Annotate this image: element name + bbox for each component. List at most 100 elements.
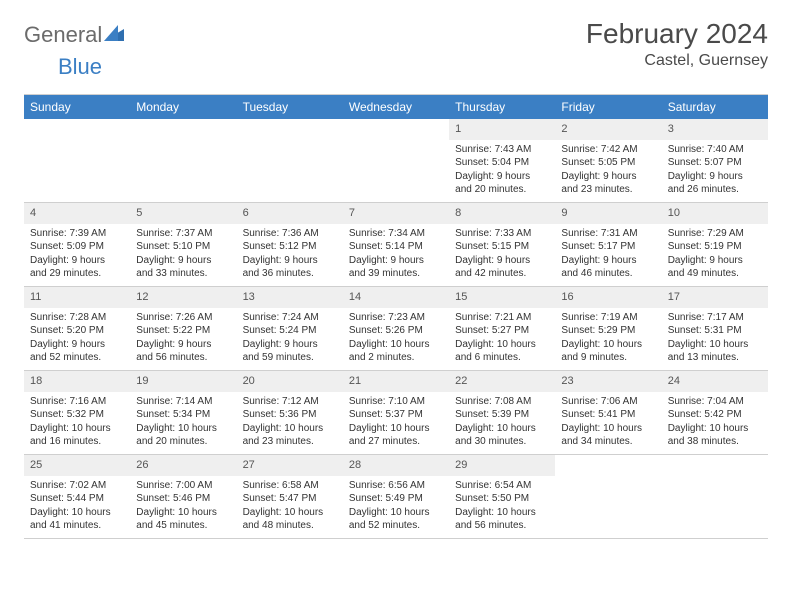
cell-body: Sunrise: 7:16 AMSunset: 5:32 PMDaylight:… (24, 392, 130, 453)
cell-body: Sunrise: 7:34 AMSunset: 5:14 PMDaylight:… (343, 224, 449, 285)
sunset-line: Sunset: 5:41 PM (561, 408, 655, 422)
calendar-cell-empty (343, 119, 449, 203)
d2-line: and 27 minutes. (349, 435, 443, 449)
d1-line: Daylight: 9 hours (30, 254, 124, 268)
day-number: 9 (555, 203, 661, 224)
day-number: 20 (237, 371, 343, 392)
sunset-line: Sunset: 5:49 PM (349, 492, 443, 506)
cell-body: Sunrise: 7:29 AMSunset: 5:19 PMDaylight:… (662, 224, 768, 285)
d1-line: Daylight: 10 hours (349, 338, 443, 352)
sunrise-line: Sunrise: 7:19 AM (561, 311, 655, 325)
sunrise-line: Sunrise: 7:02 AM (30, 479, 124, 493)
sunset-line: Sunset: 5:05 PM (561, 156, 655, 170)
d2-line: and 46 minutes. (561, 267, 655, 281)
sunrise-line: Sunrise: 7:36 AM (243, 227, 337, 241)
sunset-line: Sunset: 5:42 PM (668, 408, 762, 422)
d2-line: and 29 minutes. (30, 267, 124, 281)
sunset-line: Sunset: 5:07 PM (668, 156, 762, 170)
d1-line: Daylight: 9 hours (349, 254, 443, 268)
d1-line: Daylight: 10 hours (136, 422, 230, 436)
calendar-cell: 26Sunrise: 7:00 AMSunset: 5:46 PMDayligh… (130, 455, 236, 539)
month-title: February 2024 (586, 18, 768, 50)
calendar-cell-empty (24, 119, 130, 203)
d1-line: Daylight: 9 hours (668, 170, 762, 184)
day-header: Tuesday (237, 95, 343, 119)
sunrise-line: Sunrise: 6:58 AM (243, 479, 337, 493)
calendar-cell: 4Sunrise: 7:39 AMSunset: 5:09 PMDaylight… (24, 203, 130, 287)
cell-body: Sunrise: 6:58 AMSunset: 5:47 PMDaylight:… (237, 476, 343, 537)
day-number: 21 (343, 371, 449, 392)
day-number: 18 (24, 371, 130, 392)
day-number: 11 (24, 287, 130, 308)
cell-body: Sunrise: 7:08 AMSunset: 5:39 PMDaylight:… (449, 392, 555, 453)
day-header: Friday (555, 95, 661, 119)
day-number: 10 (662, 203, 768, 224)
d2-line: and 49 minutes. (668, 267, 762, 281)
d1-line: Daylight: 9 hours (455, 254, 549, 268)
cell-body: Sunrise: 7:00 AMSunset: 5:46 PMDaylight:… (130, 476, 236, 537)
calendar-cell: 22Sunrise: 7:08 AMSunset: 5:39 PMDayligh… (449, 371, 555, 455)
cell-body: Sunrise: 7:40 AMSunset: 5:07 PMDaylight:… (662, 140, 768, 201)
d1-line: Daylight: 10 hours (136, 506, 230, 520)
d2-line: and 45 minutes. (136, 519, 230, 533)
d1-line: Daylight: 10 hours (668, 422, 762, 436)
logo-text-general: General (24, 22, 102, 48)
d2-line: and 23 minutes. (561, 183, 655, 197)
cell-body: Sunrise: 6:54 AMSunset: 5:50 PMDaylight:… (449, 476, 555, 537)
cell-body: Sunrise: 7:21 AMSunset: 5:27 PMDaylight:… (449, 308, 555, 369)
d1-line: Daylight: 9 hours (243, 254, 337, 268)
day-number: 29 (449, 455, 555, 476)
sunset-line: Sunset: 5:39 PM (455, 408, 549, 422)
sunset-line: Sunset: 5:10 PM (136, 240, 230, 254)
sunset-line: Sunset: 5:15 PM (455, 240, 549, 254)
d2-line: and 16 minutes. (30, 435, 124, 449)
day-number: 6 (237, 203, 343, 224)
cell-body: Sunrise: 7:43 AMSunset: 5:04 PMDaylight:… (449, 140, 555, 201)
d1-line: Daylight: 9 hours (455, 170, 549, 184)
sunset-line: Sunset: 5:34 PM (136, 408, 230, 422)
calendar-cell-empty (130, 119, 236, 203)
day-number: 19 (130, 371, 236, 392)
sunrise-line: Sunrise: 7:34 AM (349, 227, 443, 241)
logo-text-blue: Blue (58, 54, 102, 79)
day-number: 23 (555, 371, 661, 392)
sunrise-line: Sunrise: 7:43 AM (455, 143, 549, 157)
d1-line: Daylight: 9 hours (30, 338, 124, 352)
calendar-cell: 16Sunrise: 7:19 AMSunset: 5:29 PMDayligh… (555, 287, 661, 371)
calendar-cell: 20Sunrise: 7:12 AMSunset: 5:36 PMDayligh… (237, 371, 343, 455)
cell-body: Sunrise: 7:19 AMSunset: 5:29 PMDaylight:… (555, 308, 661, 369)
cell-body: Sunrise: 7:02 AMSunset: 5:44 PMDaylight:… (24, 476, 130, 537)
sunrise-line: Sunrise: 7:04 AM (668, 395, 762, 409)
day-header: Saturday (662, 95, 768, 119)
d2-line: and 20 minutes. (136, 435, 230, 449)
d1-line: Daylight: 9 hours (668, 254, 762, 268)
day-header: Thursday (449, 95, 555, 119)
cell-body: Sunrise: 7:23 AMSunset: 5:26 PMDaylight:… (343, 308, 449, 369)
sunrise-line: Sunrise: 7:24 AM (243, 311, 337, 325)
day-number: 7 (343, 203, 449, 224)
calendar-cell: 7Sunrise: 7:34 AMSunset: 5:14 PMDaylight… (343, 203, 449, 287)
cell-body: Sunrise: 7:26 AMSunset: 5:22 PMDaylight:… (130, 308, 236, 369)
d1-line: Daylight: 10 hours (30, 506, 124, 520)
page-header: General February 2024 Castel, Guernsey (24, 18, 768, 70)
calendar-cell: 17Sunrise: 7:17 AMSunset: 5:31 PMDayligh… (662, 287, 768, 371)
sunset-line: Sunset: 5:24 PM (243, 324, 337, 338)
sunrise-line: Sunrise: 7:17 AM (668, 311, 762, 325)
day-number: 12 (130, 287, 236, 308)
day-number: 1 (449, 119, 555, 140)
d2-line: and 30 minutes. (455, 435, 549, 449)
calendar-cell: 18Sunrise: 7:16 AMSunset: 5:32 PMDayligh… (24, 371, 130, 455)
d1-line: Daylight: 10 hours (243, 506, 337, 520)
sunrise-line: Sunrise: 7:39 AM (30, 227, 124, 241)
calendar-cell: 12Sunrise: 7:26 AMSunset: 5:22 PMDayligh… (130, 287, 236, 371)
day-number: 27 (237, 455, 343, 476)
sunset-line: Sunset: 5:17 PM (561, 240, 655, 254)
cell-body: Sunrise: 7:36 AMSunset: 5:12 PMDaylight:… (237, 224, 343, 285)
sunrise-line: Sunrise: 7:12 AM (243, 395, 337, 409)
d1-line: Daylight: 10 hours (561, 422, 655, 436)
d1-line: Daylight: 9 hours (136, 338, 230, 352)
logo: General (24, 18, 126, 48)
calendar-cell: 5Sunrise: 7:37 AMSunset: 5:10 PMDaylight… (130, 203, 236, 287)
calendar-cell: 24Sunrise: 7:04 AMSunset: 5:42 PMDayligh… (662, 371, 768, 455)
d2-line: and 48 minutes. (243, 519, 337, 533)
